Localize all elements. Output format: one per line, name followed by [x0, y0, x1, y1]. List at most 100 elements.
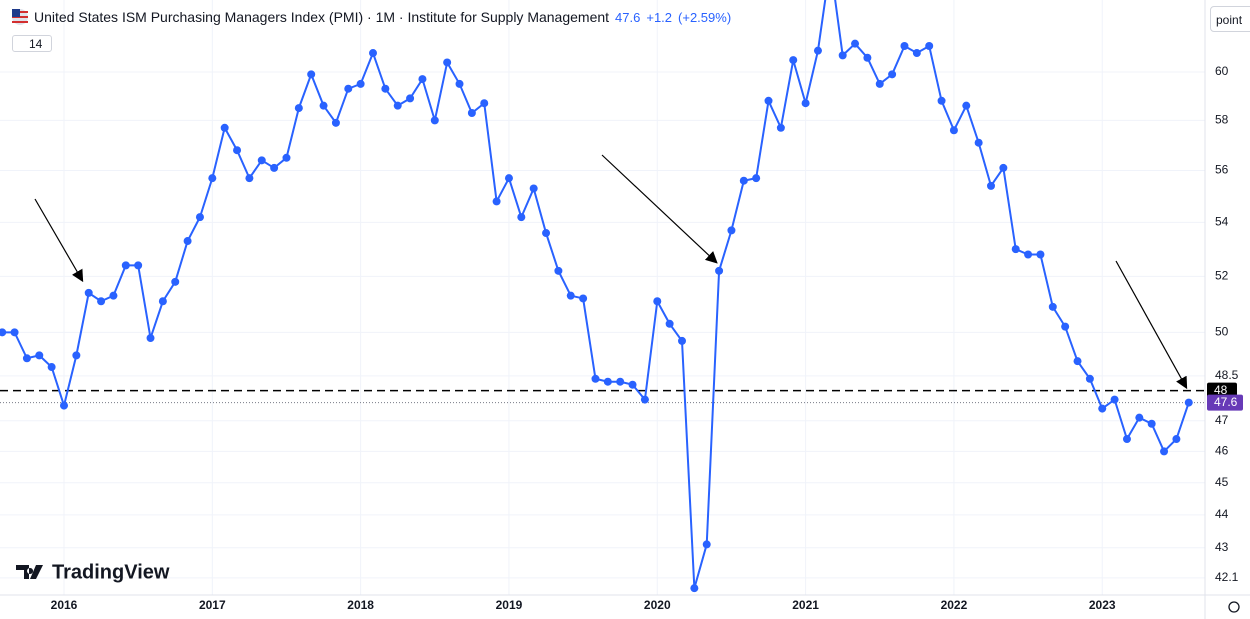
y-tick-label: 42.1 — [1215, 570, 1239, 584]
data-point — [628, 380, 637, 389]
data-point — [158, 297, 167, 306]
y-tick-label: 50 — [1215, 325, 1229, 339]
data-point — [233, 146, 242, 155]
x-tick-label: 2020 — [644, 598, 671, 612]
data-point — [999, 163, 1008, 172]
x-tick-label: 2021 — [792, 598, 819, 612]
data-point — [282, 153, 291, 162]
data-point — [195, 213, 204, 222]
data-point — [480, 99, 489, 108]
data-point — [10, 328, 19, 337]
y-tick-label: 52 — [1215, 268, 1229, 282]
data-point — [257, 156, 266, 165]
data-point — [344, 84, 353, 93]
title: United States ISM Purchasing Managers In… — [34, 9, 610, 25]
x-tick-label: 2022 — [941, 598, 968, 612]
data-point — [653, 297, 662, 306]
data-point — [542, 229, 551, 238]
arrow — [1115, 260, 1188, 390]
x-tick-label: 2018 — [347, 598, 374, 612]
data-point — [492, 197, 501, 206]
x-tick-label: 2017 — [199, 598, 226, 612]
data-point — [1073, 357, 1082, 366]
data-point — [962, 101, 971, 110]
data-point — [443, 58, 452, 67]
data-point — [863, 53, 872, 62]
y-tick-label: 47 — [1215, 413, 1229, 427]
data-point — [84, 288, 93, 297]
data-point — [183, 237, 192, 246]
brand: TradingView — [52, 561, 170, 583]
data-point — [1061, 322, 1070, 331]
data-point — [97, 297, 106, 306]
data-point — [60, 401, 68, 410]
data-point — [208, 174, 217, 183]
data-point — [418, 75, 427, 84]
data-point — [949, 126, 958, 135]
data-point — [393, 101, 402, 110]
data-point — [752, 174, 761, 183]
scale-button[interactable]: point — [1210, 6, 1250, 32]
data-point — [801, 99, 810, 108]
data-point — [813, 46, 822, 55]
data-point — [331, 118, 340, 127]
data-point — [1147, 419, 1156, 428]
data-point — [171, 277, 180, 286]
x-tick-label: 2016 — [51, 598, 78, 612]
last-value: 47.6 — [615, 9, 641, 25]
settings-icon[interactable] — [1228, 601, 1240, 613]
data-point — [566, 291, 575, 300]
data-point — [640, 395, 649, 404]
data-point — [406, 94, 415, 103]
data-point — [764, 96, 773, 105]
data-point — [319, 101, 328, 110]
data-point — [1036, 250, 1045, 259]
grid — [0, 0, 1205, 595]
logo: TradingView — [16, 561, 170, 583]
data-point — [987, 181, 995, 190]
y-tick-label: 44 — [1215, 507, 1229, 521]
data-point — [937, 96, 946, 105]
data-point — [678, 336, 686, 345]
data-point — [739, 176, 748, 185]
data-point — [851, 39, 860, 48]
data-point — [727, 226, 736, 235]
data-point — [381, 84, 390, 93]
arrow — [34, 198, 84, 283]
data-point — [974, 138, 983, 147]
data-point — [47, 363, 56, 372]
y-tick-label: 46 — [1215, 444, 1229, 458]
data-point — [1011, 245, 1020, 254]
data-point — [702, 540, 711, 549]
data-point — [1098, 404, 1107, 413]
data-point — [690, 584, 699, 593]
data-point — [1110, 395, 1119, 404]
interval-box[interactable]: 14 — [12, 35, 52, 52]
x-tick-label: 2023 — [1089, 598, 1116, 612]
y-tick-label: 48.5 — [1215, 368, 1239, 382]
data-point — [22, 354, 31, 363]
data-point — [1172, 435, 1181, 444]
data-point — [369, 49, 377, 58]
data-point — [430, 116, 439, 125]
data-point — [1024, 250, 1033, 259]
last-value-tag-label: 47.6 — [1214, 395, 1238, 409]
y-tick-label: 60 — [1215, 64, 1229, 78]
data-point — [517, 213, 526, 222]
data-point — [270, 163, 279, 172]
data-point — [146, 334, 155, 343]
data-point — [888, 70, 897, 79]
data-point — [838, 51, 847, 60]
axes: 42.1 43 44 45 46 47 48.5 50 52 54 56 58 60 2016 2017 20… — [51, 64, 1243, 612]
data-point — [467, 108, 476, 117]
y-tick-label: 56 — [1215, 163, 1229, 177]
data-point — [0, 328, 7, 337]
data-point — [134, 261, 143, 270]
data-point — [925, 41, 934, 50]
data-point — [1160, 447, 1169, 456]
reference-tag-label: 48 — [1214, 383, 1228, 397]
data-point — [591, 374, 600, 383]
y-tick-label: 43 — [1215, 540, 1229, 554]
